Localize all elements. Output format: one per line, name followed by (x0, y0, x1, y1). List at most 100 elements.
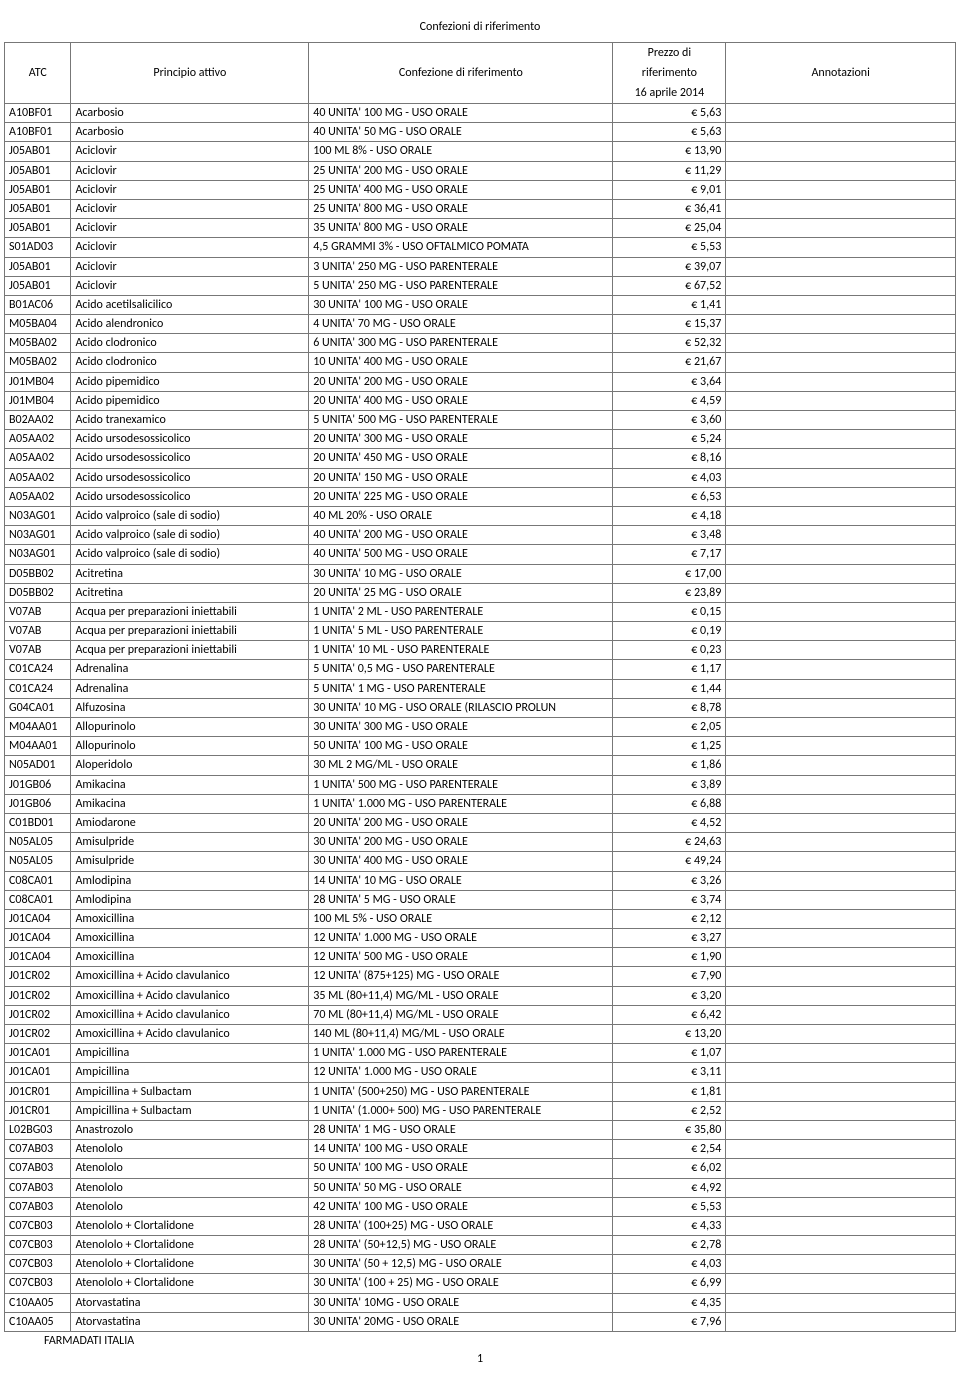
cell-pa: Ampicillina + Sulbactam (71, 1082, 309, 1101)
cell-atc: M05BA02 (5, 353, 71, 372)
cell-conf: 12 UNITA' (875+125) MG - USO ORALE (309, 967, 613, 986)
cell-conf: 1 UNITA' (1.000+ 500) MG - USO PARENTERA… (309, 1101, 613, 1120)
cell-price: € 5,63 (613, 123, 726, 142)
cell-atc: J01CR02 (5, 967, 71, 986)
cell-pa: Ampicillina + Sulbactam (71, 1101, 309, 1120)
cell-conf: 12 UNITA' 1.000 MG - USO ORALE (309, 1063, 613, 1082)
cell-conf: 3 UNITA' 250 MG - USO PARENTERALE (309, 257, 613, 276)
cell-price: € 1,17 (613, 660, 726, 679)
table-row: S01AD03Aciclovir4,5 GRAMMI 3% - USO OFTA… (5, 238, 956, 257)
cell-ann (726, 104, 956, 123)
cell-price: € 4,92 (613, 1178, 726, 1197)
cell-ann (726, 506, 956, 525)
cell-conf: 35 UNITA' 800 MG - USO ORALE (309, 219, 613, 238)
cell-price: € 49,24 (613, 852, 726, 871)
cell-atc: J01CR02 (5, 1005, 71, 1024)
cell-pa: Amiodarone (71, 813, 309, 832)
cell-ann (726, 449, 956, 468)
cell-ann (726, 1312, 956, 1331)
table-row: M05BA04Acido alendronico4 UNITA' 70 MG -… (5, 315, 956, 334)
cell-atc: M04AA01 (5, 718, 71, 737)
cell-price: € 0,15 (613, 602, 726, 621)
cell-conf: 70 ML (80+11,4) MG/ML - USO ORALE (309, 1005, 613, 1024)
cell-ann (726, 199, 956, 218)
table-row: B01AC06Acido acetilsalicilico30 UNITA' 1… (5, 295, 956, 314)
cell-pa: Adrenalina (71, 660, 309, 679)
cell-conf: 5 UNITA' 250 MG - USO PARENTERALE (309, 276, 613, 295)
cell-pa: Acarbosio (71, 104, 309, 123)
cell-atc: J01MB04 (5, 372, 71, 391)
cell-conf: 20 UNITA' 200 MG - USO ORALE (309, 813, 613, 832)
cell-price: € 1,25 (613, 737, 726, 756)
cell-ann (726, 986, 956, 1005)
cell-pa: Aciclovir (71, 276, 309, 295)
cell-pa: Aciclovir (71, 180, 309, 199)
cell-conf: 50 UNITA' 100 MG - USO ORALE (309, 737, 613, 756)
cell-atc: A05AA02 (5, 430, 71, 449)
cell-ann (726, 602, 956, 621)
cell-price: € 1,81 (613, 1082, 726, 1101)
cell-atc: C08CA01 (5, 871, 71, 890)
cell-pa: Aciclovir (71, 219, 309, 238)
table-row: J01CR02Amoxicillina + Acido clavulanico3… (5, 986, 956, 1005)
cell-pa: Amlodipina (71, 871, 309, 890)
table-row: C08CA01Amlodipina28 UNITA' 5 MG - USO OR… (5, 890, 956, 909)
cell-conf: 1 UNITA' 10 ML - USO PARENTERALE (309, 641, 613, 660)
cell-pa: Atenololo + Clortalidone (71, 1236, 309, 1255)
table-row: J01CR02Amoxicillina + Acido clavulanico1… (5, 1025, 956, 1044)
cell-ann (726, 737, 956, 756)
cell-atc: J05AB01 (5, 219, 71, 238)
cell-atc: A05AA02 (5, 468, 71, 487)
cell-ann (726, 775, 956, 794)
table-row: J05AB01Aciclovir5 UNITA' 250 MG - USO PA… (5, 276, 956, 295)
cell-price: € 36,41 (613, 199, 726, 218)
cell-ann (726, 391, 956, 410)
cell-ann (726, 430, 956, 449)
table-row: J01MB04Acido pipemidico20 UNITA' 400 MG … (5, 391, 956, 410)
table-row: C10AA05Atorvastatina30 UNITA' 20MG - USO… (5, 1312, 956, 1331)
cell-pa: Acido clodronico (71, 353, 309, 372)
th-confezione: Confezione di riferimento (309, 43, 613, 104)
cell-atc: C08CA01 (5, 890, 71, 909)
cell-conf: 1 UNITA' 1.000 MG - USO PARENTERALE (309, 794, 613, 813)
cell-price: € 4,03 (613, 468, 726, 487)
cell-ann (726, 929, 956, 948)
cell-atc: V07AB (5, 641, 71, 660)
cell-ann (726, 257, 956, 276)
table-row: M04AA01Allopurinolo50 UNITA' 100 MG - US… (5, 737, 956, 756)
cell-conf: 28 UNITA' 5 MG - USO ORALE (309, 890, 613, 909)
table-header: ATC Principio attivo Confezione di rifer… (5, 43, 956, 104)
table-row: J01CR02Amoxicillina + Acido clavulanico7… (5, 1005, 956, 1024)
cell-conf: 30 UNITA' 10MG - USO ORALE (309, 1293, 613, 1312)
table-row: C01CA24Adrenalina5 UNITA' 0,5 MG - USO P… (5, 660, 956, 679)
cell-price: € 39,07 (613, 257, 726, 276)
cell-atc: C07AB03 (5, 1159, 71, 1178)
cell-pa: Allopurinolo (71, 737, 309, 756)
cell-pa: Amoxicillina (71, 929, 309, 948)
cell-conf: 20 UNITA' 225 MG - USO ORALE (309, 487, 613, 506)
cell-ann (726, 180, 956, 199)
cell-pa: Atenololo (71, 1159, 309, 1178)
cell-atc: J05AB01 (5, 161, 71, 180)
cell-price: € 15,37 (613, 315, 726, 334)
cell-conf: 6 UNITA' 300 MG - USO PARENTERALE (309, 334, 613, 353)
cell-pa: Acido ursodesossicolico (71, 487, 309, 506)
cell-ann (726, 564, 956, 583)
cell-conf: 1 UNITA' 5 ML - USO PARENTERALE (309, 622, 613, 641)
cell-conf: 12 UNITA' 1.000 MG - USO ORALE (309, 929, 613, 948)
cell-atc: C07CB03 (5, 1236, 71, 1255)
cell-ann (726, 142, 956, 161)
cell-conf: 30 UNITA' 10 MG - USO ORALE (RILASCIO PR… (309, 698, 613, 717)
cell-ann (726, 1005, 956, 1024)
cell-pa: Amlodipina (71, 890, 309, 909)
cell-atc: J05AB01 (5, 180, 71, 199)
cell-atc: C01CA24 (5, 679, 71, 698)
cell-ann (726, 641, 956, 660)
cell-price: € 1,90 (613, 948, 726, 967)
cell-conf: 30 UNITA' 20MG - USO ORALE (309, 1312, 613, 1331)
cell-atc: J05AB01 (5, 276, 71, 295)
cell-conf: 25 UNITA' 400 MG - USO ORALE (309, 180, 613, 199)
cell-conf: 1 UNITA' (500+250) MG - USO PARENTERALE (309, 1082, 613, 1101)
cell-ann (726, 852, 956, 871)
cell-pa: Amisulpride (71, 833, 309, 852)
